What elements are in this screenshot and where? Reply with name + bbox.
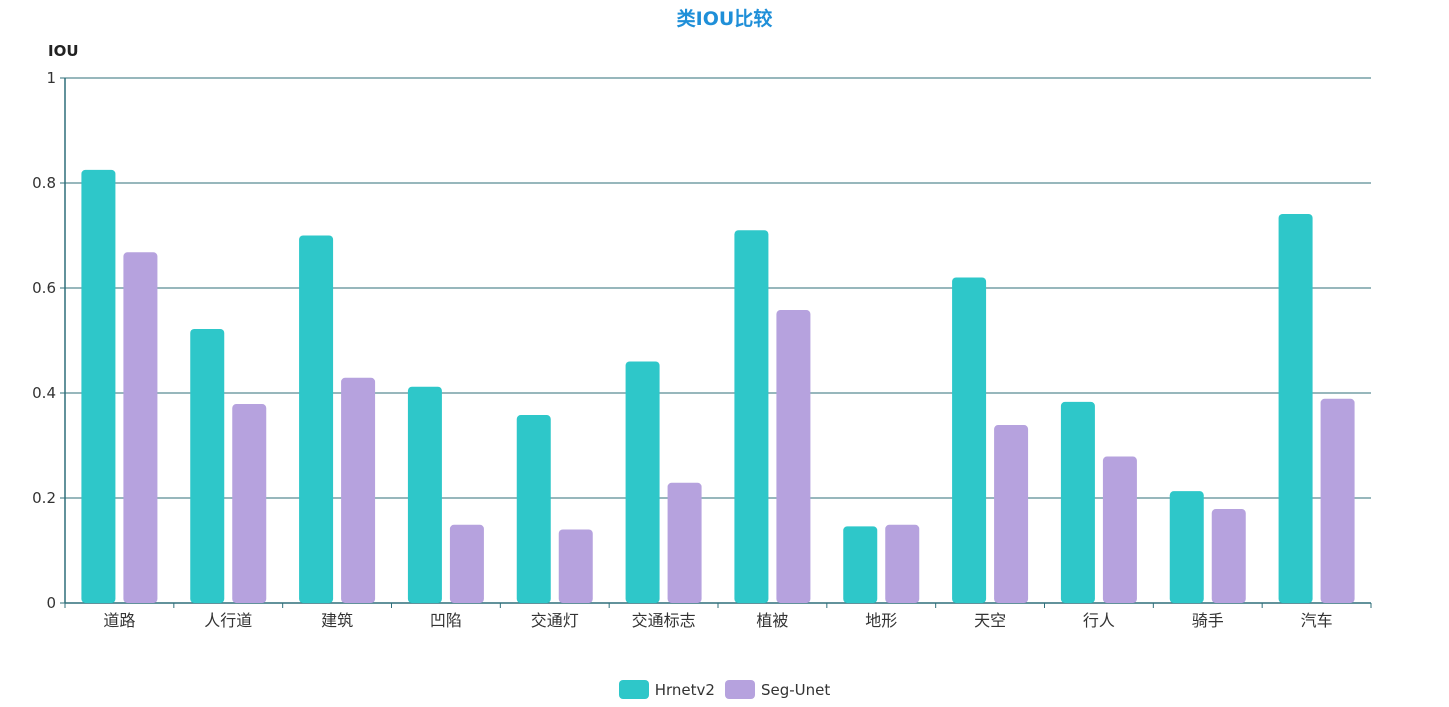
bar-seg-unet bbox=[449, 524, 484, 603]
bar-chart-plot: 0 0.2 0.4 0.6 0.8 1 道路 人行道 建筑 凹陷 交通灯 交通标志 植被 地形 天空 行人 骑手… bbox=[32, 69, 1372, 630]
bar-hrnetv2 bbox=[952, 277, 987, 603]
bar-seg-unet bbox=[667, 482, 702, 603]
y-tick-label: 0.4 bbox=[32, 384, 56, 402]
x-tick-label: 汽车 bbox=[1301, 611, 1333, 630]
bar-seg-unet bbox=[1211, 509, 1246, 603]
x-tick-label: 骑手 bbox=[1192, 611, 1224, 630]
bar-seg-unet bbox=[885, 524, 920, 603]
bar-hrnetv2 bbox=[190, 328, 225, 603]
legend-swatch bbox=[618, 680, 649, 699]
bar-seg-unet bbox=[776, 310, 811, 603]
x-tick-label: 天空 bbox=[974, 611, 1006, 630]
bar-hrnetv2 bbox=[1169, 491, 1204, 603]
bar-hrnetv2 bbox=[1278, 213, 1313, 603]
legend-swatch bbox=[724, 680, 755, 699]
bar-hrnetv2 bbox=[407, 386, 442, 603]
x-tick-label: 地形 bbox=[865, 611, 897, 630]
y-tick-label: 0 bbox=[46, 594, 56, 612]
legend-item-hrnetv2[interactable]: Hrnetv2 bbox=[618, 680, 715, 699]
legend: Hrnetv2 Seg-Unet bbox=[0, 680, 1449, 699]
bar-seg-unet bbox=[994, 425, 1029, 603]
x-tick-label: 植被 bbox=[756, 611, 788, 630]
x-tick-label: 凹陷 bbox=[430, 611, 462, 630]
bar-seg-unet bbox=[123, 252, 158, 604]
x-tick-label: 交通灯 bbox=[531, 611, 579, 630]
y-tick-label: 0.6 bbox=[32, 279, 56, 297]
bar-hrnetv2 bbox=[625, 361, 660, 603]
legend-label: Hrnetv2 bbox=[654, 680, 715, 699]
bar-seg-unet bbox=[1320, 398, 1355, 603]
bar-seg-unet bbox=[558, 529, 593, 603]
chart-title: 类IOU比较 bbox=[676, 8, 773, 30]
bar-seg-unet bbox=[341, 377, 376, 603]
bar-hrnetv2 bbox=[734, 230, 769, 603]
legend-item-seg-unet[interactable]: Seg-Unet bbox=[724, 680, 831, 699]
legend-label: Seg-Unet bbox=[760, 680, 831, 699]
y-tick-label: 0.2 bbox=[32, 489, 56, 507]
x-tick-label: 交通标志 bbox=[632, 611, 696, 630]
x-tick-label: 行人 bbox=[1083, 611, 1115, 630]
x-tick-label: 建筑 bbox=[321, 611, 353, 630]
bar-seg-unet bbox=[1102, 456, 1137, 603]
bar-hrnetv2 bbox=[299, 235, 334, 603]
bar-hrnetv2 bbox=[81, 169, 116, 603]
x-tick-label: 道路 bbox=[103, 611, 135, 630]
y-axis-title: IOU bbox=[48, 42, 79, 60]
bar-hrnetv2 bbox=[516, 415, 551, 603]
bar-hrnetv2 bbox=[843, 526, 878, 603]
y-tick-label: 1 bbox=[46, 69, 56, 87]
bar-hrnetv2 bbox=[1060, 401, 1095, 603]
x-tick-label: 人行道 bbox=[204, 611, 252, 630]
y-tick-label: 0.8 bbox=[32, 174, 56, 192]
bar-seg-unet bbox=[232, 404, 267, 603]
